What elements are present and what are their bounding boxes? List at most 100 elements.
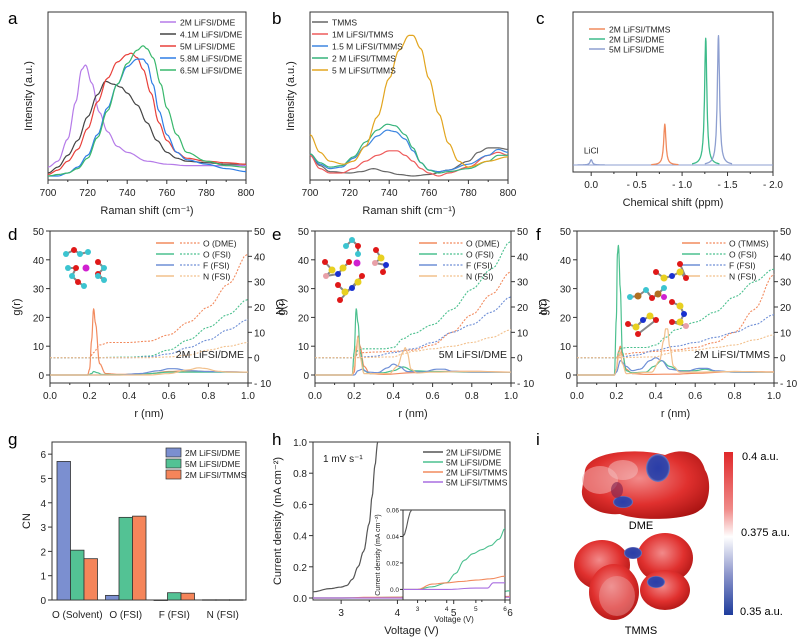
legend-label-d: O (DME) bbox=[203, 239, 237, 249]
molecule-label-dme: DME bbox=[629, 520, 653, 532]
series-line-a-4-1m-lifsi-dme bbox=[47, 80, 246, 174]
carbon-atom bbox=[81, 283, 87, 289]
molecule-structure-tmms-solvation bbox=[625, 261, 689, 337]
plot-frame-c bbox=[572, 11, 774, 173]
y-tick-label-g: 4 bbox=[40, 499, 46, 510]
legend-label-b: 2 M LiFSI/TMMS bbox=[332, 54, 396, 64]
x-tick-label-a: 720 bbox=[79, 188, 96, 199]
x-tick-label-a: 760 bbox=[158, 188, 175, 199]
sulfur-atom bbox=[646, 312, 654, 320]
sulfur-atom bbox=[660, 274, 668, 282]
y-axis-label-f: g(r) bbox=[538, 298, 550, 315]
cn-line-d-o-dme bbox=[50, 253, 249, 359]
x-axis-label-h: Voltage (V) bbox=[384, 625, 438, 637]
oxygen-atom bbox=[683, 275, 689, 281]
nitrogen-atom bbox=[383, 262, 389, 268]
x-tick-label-h: 4 bbox=[395, 608, 401, 619]
x-tick-label-h: 3 bbox=[338, 608, 344, 619]
bar-o-solvent-5m-lifsi-dme bbox=[70, 549, 85, 601]
legend-label-d: F (FSI) bbox=[203, 261, 230, 271]
oxygen-atom bbox=[625, 321, 631, 327]
y2-tick-label-e: 40 bbox=[517, 252, 529, 263]
y2-tick-label-f: 30 bbox=[780, 278, 792, 289]
plot-frame-g bbox=[51, 441, 247, 601]
legend-label-c: 2M LiFSI/TMMS bbox=[609, 25, 671, 35]
carbon-atom bbox=[63, 251, 69, 257]
x-axis-label-f: r (nm) bbox=[661, 408, 690, 420]
panel-letter-g: g bbox=[8, 430, 17, 449]
legend-label-c: 2M LiFSI/DME bbox=[609, 35, 665, 45]
y2-tick-label-d: 20 bbox=[254, 303, 266, 314]
bar-n-fsi-2m-lifsi-dme bbox=[202, 599, 217, 601]
oxygen-atom bbox=[346, 259, 352, 265]
x-tick-label-h: 5 bbox=[451, 608, 457, 619]
legend-label-f: F (FSI) bbox=[729, 261, 756, 271]
x-axis-label-a: Raman shift (cm⁻¹) bbox=[100, 205, 193, 217]
y-tick-label-h: 0.2 bbox=[293, 563, 307, 574]
y2-tick-label-f: 20 bbox=[780, 303, 792, 314]
legend-label-a: 6.5M LiFSI/DME bbox=[180, 66, 243, 76]
x-tick-label-e: 0.4 bbox=[386, 391, 400, 402]
x-tick-label-a: 740 bbox=[119, 188, 136, 199]
rdf-line-e-f-fsi bbox=[315, 363, 511, 376]
system-annotation-f: 2M LiFSI/TMMS bbox=[694, 349, 770, 361]
colorbar-max-label: 0.4 a.u. bbox=[742, 451, 779, 463]
colorbar-mid-label: 0.375 a.u. bbox=[741, 527, 790, 539]
oxygen-atom bbox=[669, 319, 675, 325]
bar-o-solvent-2m-lifsi-dme bbox=[56, 461, 71, 601]
panel-letter-b: b bbox=[272, 9, 281, 28]
spectrum-peak-licl bbox=[577, 159, 606, 166]
legend-label-h: 2M LiFSI/DME bbox=[446, 448, 502, 458]
inset-lsv-line-5m-lifsi-dme bbox=[403, 528, 505, 590]
y2-tick-label-f: - 10 bbox=[780, 379, 798, 390]
carbon-atom bbox=[95, 273, 101, 279]
panel-letter-h: h bbox=[272, 430, 281, 449]
series-line-b-5-m-lifsi-tmms bbox=[309, 34, 509, 168]
inset-x-tick-label: 3 bbox=[416, 606, 420, 613]
x-category-label-g: F (FSI) bbox=[159, 610, 190, 621]
inset-lsv-line-2m-lifsi-dme bbox=[403, 510, 413, 537]
cn-line-f-o-tmms bbox=[577, 273, 775, 359]
legend-label-e: O (DME) bbox=[466, 239, 500, 249]
x-tick-label-c: - 1.5 bbox=[718, 180, 738, 191]
fluorine-atom bbox=[323, 273, 329, 279]
oxygen-atom bbox=[322, 259, 328, 265]
legend-label-e: F (FSI) bbox=[466, 261, 493, 271]
spectrum-peak-2m-lifsi-tmms bbox=[650, 123, 679, 166]
y-tick-label-h: 0.0 bbox=[293, 594, 307, 605]
y2-tick-label-d: 50 bbox=[254, 227, 266, 238]
oxygen-atom bbox=[635, 331, 641, 337]
inset-y-tick-label: 0.0 bbox=[390, 587, 399, 594]
lithium-ion bbox=[353, 259, 361, 267]
panel-letter-f: f bbox=[536, 225, 541, 244]
panel-letter-a: a bbox=[8, 9, 18, 28]
y2-tick-label-f: 0 bbox=[780, 354, 786, 365]
y2-tick-label-e: 50 bbox=[517, 227, 529, 238]
x-axis-label-c: Chemical shift (ppm) bbox=[623, 197, 724, 209]
y-tick-label-h: 0.4 bbox=[293, 532, 307, 543]
y-tick-label-f: 40 bbox=[560, 256, 572, 267]
oxygen-atom bbox=[653, 269, 659, 275]
spectrum-peak-2m-lifsi-dme bbox=[691, 37, 720, 165]
oxygen-atom bbox=[75, 279, 81, 285]
x-tick-label-c: - 1.0 bbox=[672, 180, 692, 191]
oxygen-atom bbox=[649, 295, 655, 301]
x-tick-label-b: 700 bbox=[302, 188, 319, 199]
molecule-structure-dme-solvation bbox=[63, 247, 107, 289]
y-axis-label-b: Intensity (a.u.) bbox=[285, 61, 297, 131]
x-tick-label-b: 720 bbox=[341, 188, 358, 199]
x-tick-label-f: 0.4 bbox=[649, 391, 663, 402]
x-tick-label-d: 0.2 bbox=[83, 391, 97, 402]
x-tick-label-f: 0.6 bbox=[688, 391, 702, 402]
y-tick-label-g: 2 bbox=[40, 547, 46, 558]
y-tick-label-e: 0 bbox=[303, 371, 309, 382]
inset-y-tick-label: 0.04 bbox=[386, 534, 399, 541]
x-axis-label-b: Raman shift (cm⁻¹) bbox=[362, 205, 455, 217]
inset-y-axis-label: Current density (mA cm⁻²) bbox=[375, 514, 382, 596]
x-tick-label-f: 1.0 bbox=[767, 391, 781, 402]
rdf-line-e-o-fsi bbox=[315, 308, 511, 376]
y-tick-label-g: 6 bbox=[40, 450, 46, 461]
y-axis-label-d: g(r) bbox=[11, 298, 23, 315]
charts-layer: 700 720 740 760 780 800 Raman shift (cm⁻¹) Inte… bbox=[11, 11, 798, 637]
